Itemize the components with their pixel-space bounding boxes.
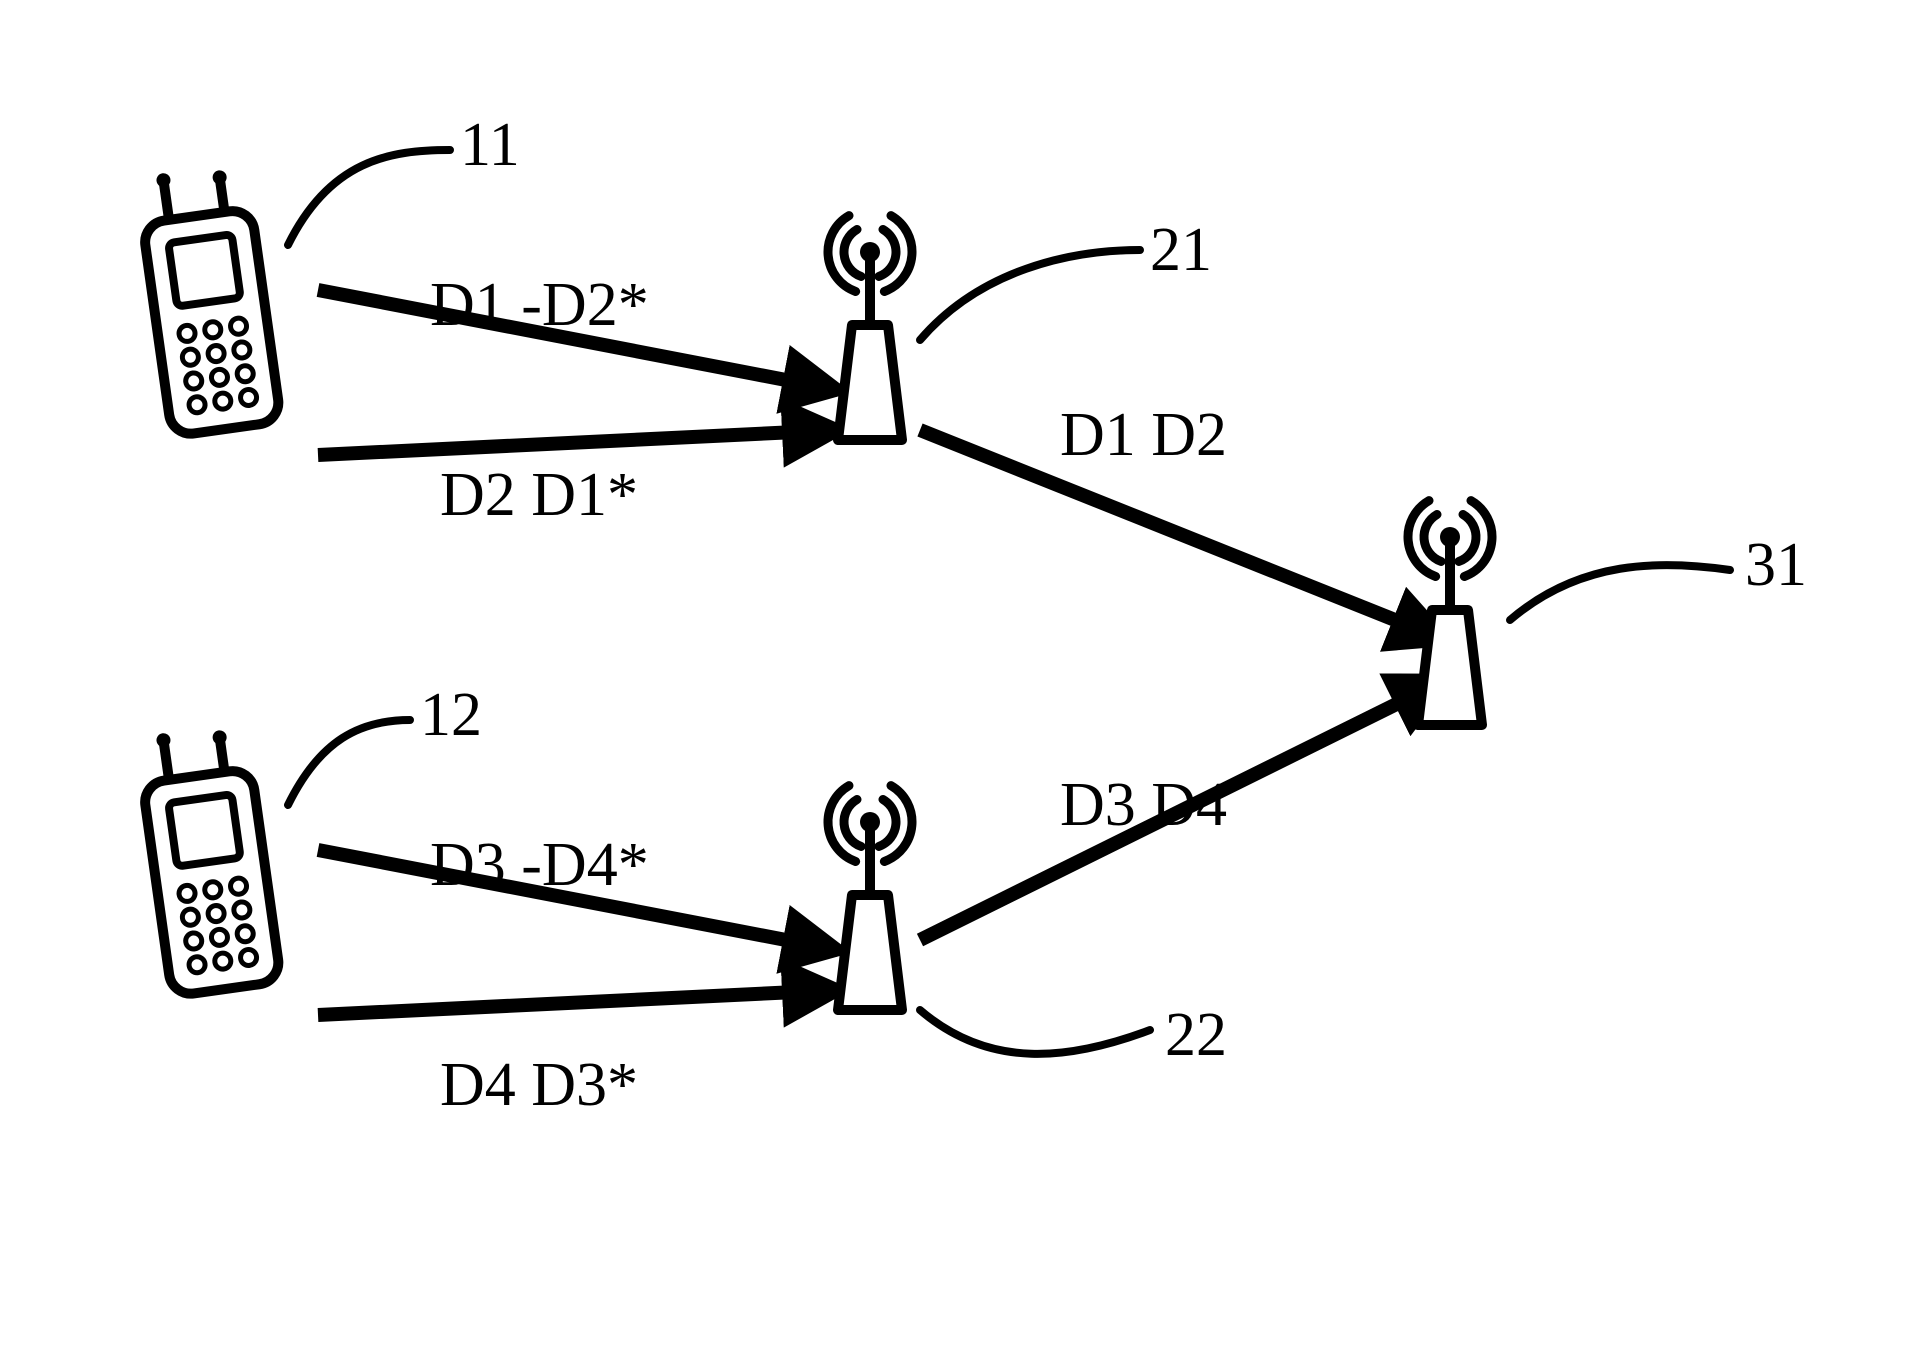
node-label-11: 11: [460, 110, 520, 181]
diagram-canvas: 11 12 21 22 31 D1 -D2* D2 D1* D3 -D4* D4…: [0, 0, 1931, 1359]
tower-icon-31: [1408, 501, 1492, 725]
tower-icon-21: [828, 216, 912, 440]
phone-icon-12: [136, 722, 281, 997]
edge-label-d4-d3star: D4 D3*: [440, 1050, 638, 1121]
node-label-12: 12: [420, 680, 482, 751]
edge-label-d1-d2: D1 D2: [1060, 400, 1227, 471]
tower-icon-22: [828, 786, 912, 1010]
node-label-31: 31: [1745, 530, 1807, 601]
edge-label-d3-d4star: D3 -D4*: [430, 830, 649, 901]
diagram-svg: [0, 0, 1931, 1359]
edge-label-d3-d4: D3 D4: [1060, 770, 1227, 841]
edge-label-d2-d1star: D2 D1*: [440, 460, 638, 531]
edge-label-d1-d2star: D1 -D2*: [430, 270, 649, 341]
node-label-22: 22: [1165, 1000, 1227, 1071]
phone-icon-11: [136, 162, 281, 437]
node-label-21: 21: [1150, 215, 1212, 286]
